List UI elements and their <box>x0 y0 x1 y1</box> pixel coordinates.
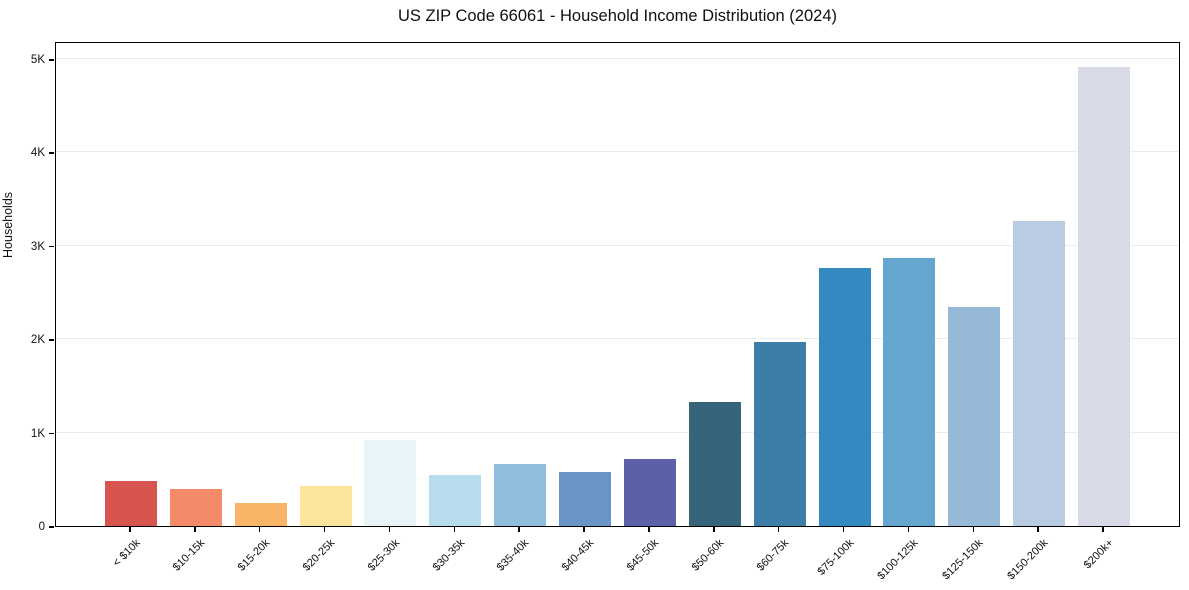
bar <box>688 402 741 526</box>
bar <box>559 472 612 526</box>
y-tick-label: 5K <box>30 53 45 66</box>
x-tick-label: $25-30k <box>365 537 402 574</box>
gridline <box>56 57 1179 59</box>
plot-area <box>55 42 1180 527</box>
x-tick-label: $75-100k <box>815 537 857 578</box>
bar <box>429 474 482 526</box>
bar <box>105 480 157 526</box>
x-tick-mark <box>972 527 975 532</box>
gridline <box>56 151 1179 153</box>
x-tick-mark <box>842 527 845 532</box>
x-tick-label: $45-50k <box>624 537 662 574</box>
bar <box>234 502 287 526</box>
y-tick-mark <box>49 526 54 528</box>
gridline <box>56 338 1179 340</box>
y-tick-mark <box>49 245 54 248</box>
x-tick-label: $60-75k <box>754 537 792 574</box>
bar <box>1078 67 1131 526</box>
bar <box>1013 220 1066 526</box>
x-tick-mark <box>713 527 715 532</box>
x-tick-label: $40-45k <box>559 537 597 574</box>
y-tick-label: 4K <box>30 147 45 160</box>
x-tick-mark <box>388 527 391 532</box>
x-tick-mark <box>518 527 520 532</box>
y-tick-label: 3K <box>30 240 45 253</box>
bar <box>948 307 1001 526</box>
x-tick-mark <box>648 527 650 532</box>
y-tick-mark <box>49 59 54 61</box>
bar <box>169 488 222 526</box>
bar <box>494 463 547 526</box>
x-tick-label: $15-20k <box>235 537 273 574</box>
x-tick-mark <box>907 527 910 532</box>
x-tick-label: $20-25k <box>300 537 338 574</box>
x-tick-label: < $10k <box>110 537 143 570</box>
x-tick-label: $50-60k <box>689 537 727 574</box>
chart-title: US ZIP Code 66061 - Household Income Dis… <box>397 7 837 25</box>
x-tick-mark <box>1102 527 1104 532</box>
bar <box>364 440 417 526</box>
x-tick-mark <box>777 527 780 532</box>
y-tick-mark <box>49 339 54 341</box>
x-tick-label: $150-200k <box>1005 537 1051 583</box>
y-tick-label: 2K <box>30 334 45 347</box>
gridline <box>56 431 1179 433</box>
x-tick-label: $30-35k <box>430 537 467 574</box>
x-tick-mark <box>194 527 196 532</box>
y-tick-mark <box>49 432 54 435</box>
x-tick-label: $100-125k <box>875 537 921 583</box>
gridline <box>56 244 1179 246</box>
x-tick-mark <box>258 527 261 532</box>
bar <box>623 459 676 526</box>
x-tick-mark <box>1037 527 1039 532</box>
y-tick-label: 0 <box>38 521 45 533</box>
x-tick-label: $200k+ <box>1081 537 1116 572</box>
x-tick-mark <box>323 527 326 532</box>
x-tick-mark <box>453 527 456 532</box>
y-axis-label: Households <box>1 191 15 258</box>
bar <box>753 342 806 526</box>
bar <box>883 257 936 526</box>
x-tick-mark <box>583 527 585 532</box>
x-tick-mark <box>129 527 131 532</box>
bar <box>299 485 352 526</box>
y-tick-mark <box>49 152 54 154</box>
y-tick-label: 1K <box>30 427 45 440</box>
bar <box>818 267 871 526</box>
x-tick-label: $125-150k <box>940 537 986 583</box>
x-tick-label: $10-15k <box>170 537 208 574</box>
x-tick-label: $35-40k <box>495 537 532 574</box>
